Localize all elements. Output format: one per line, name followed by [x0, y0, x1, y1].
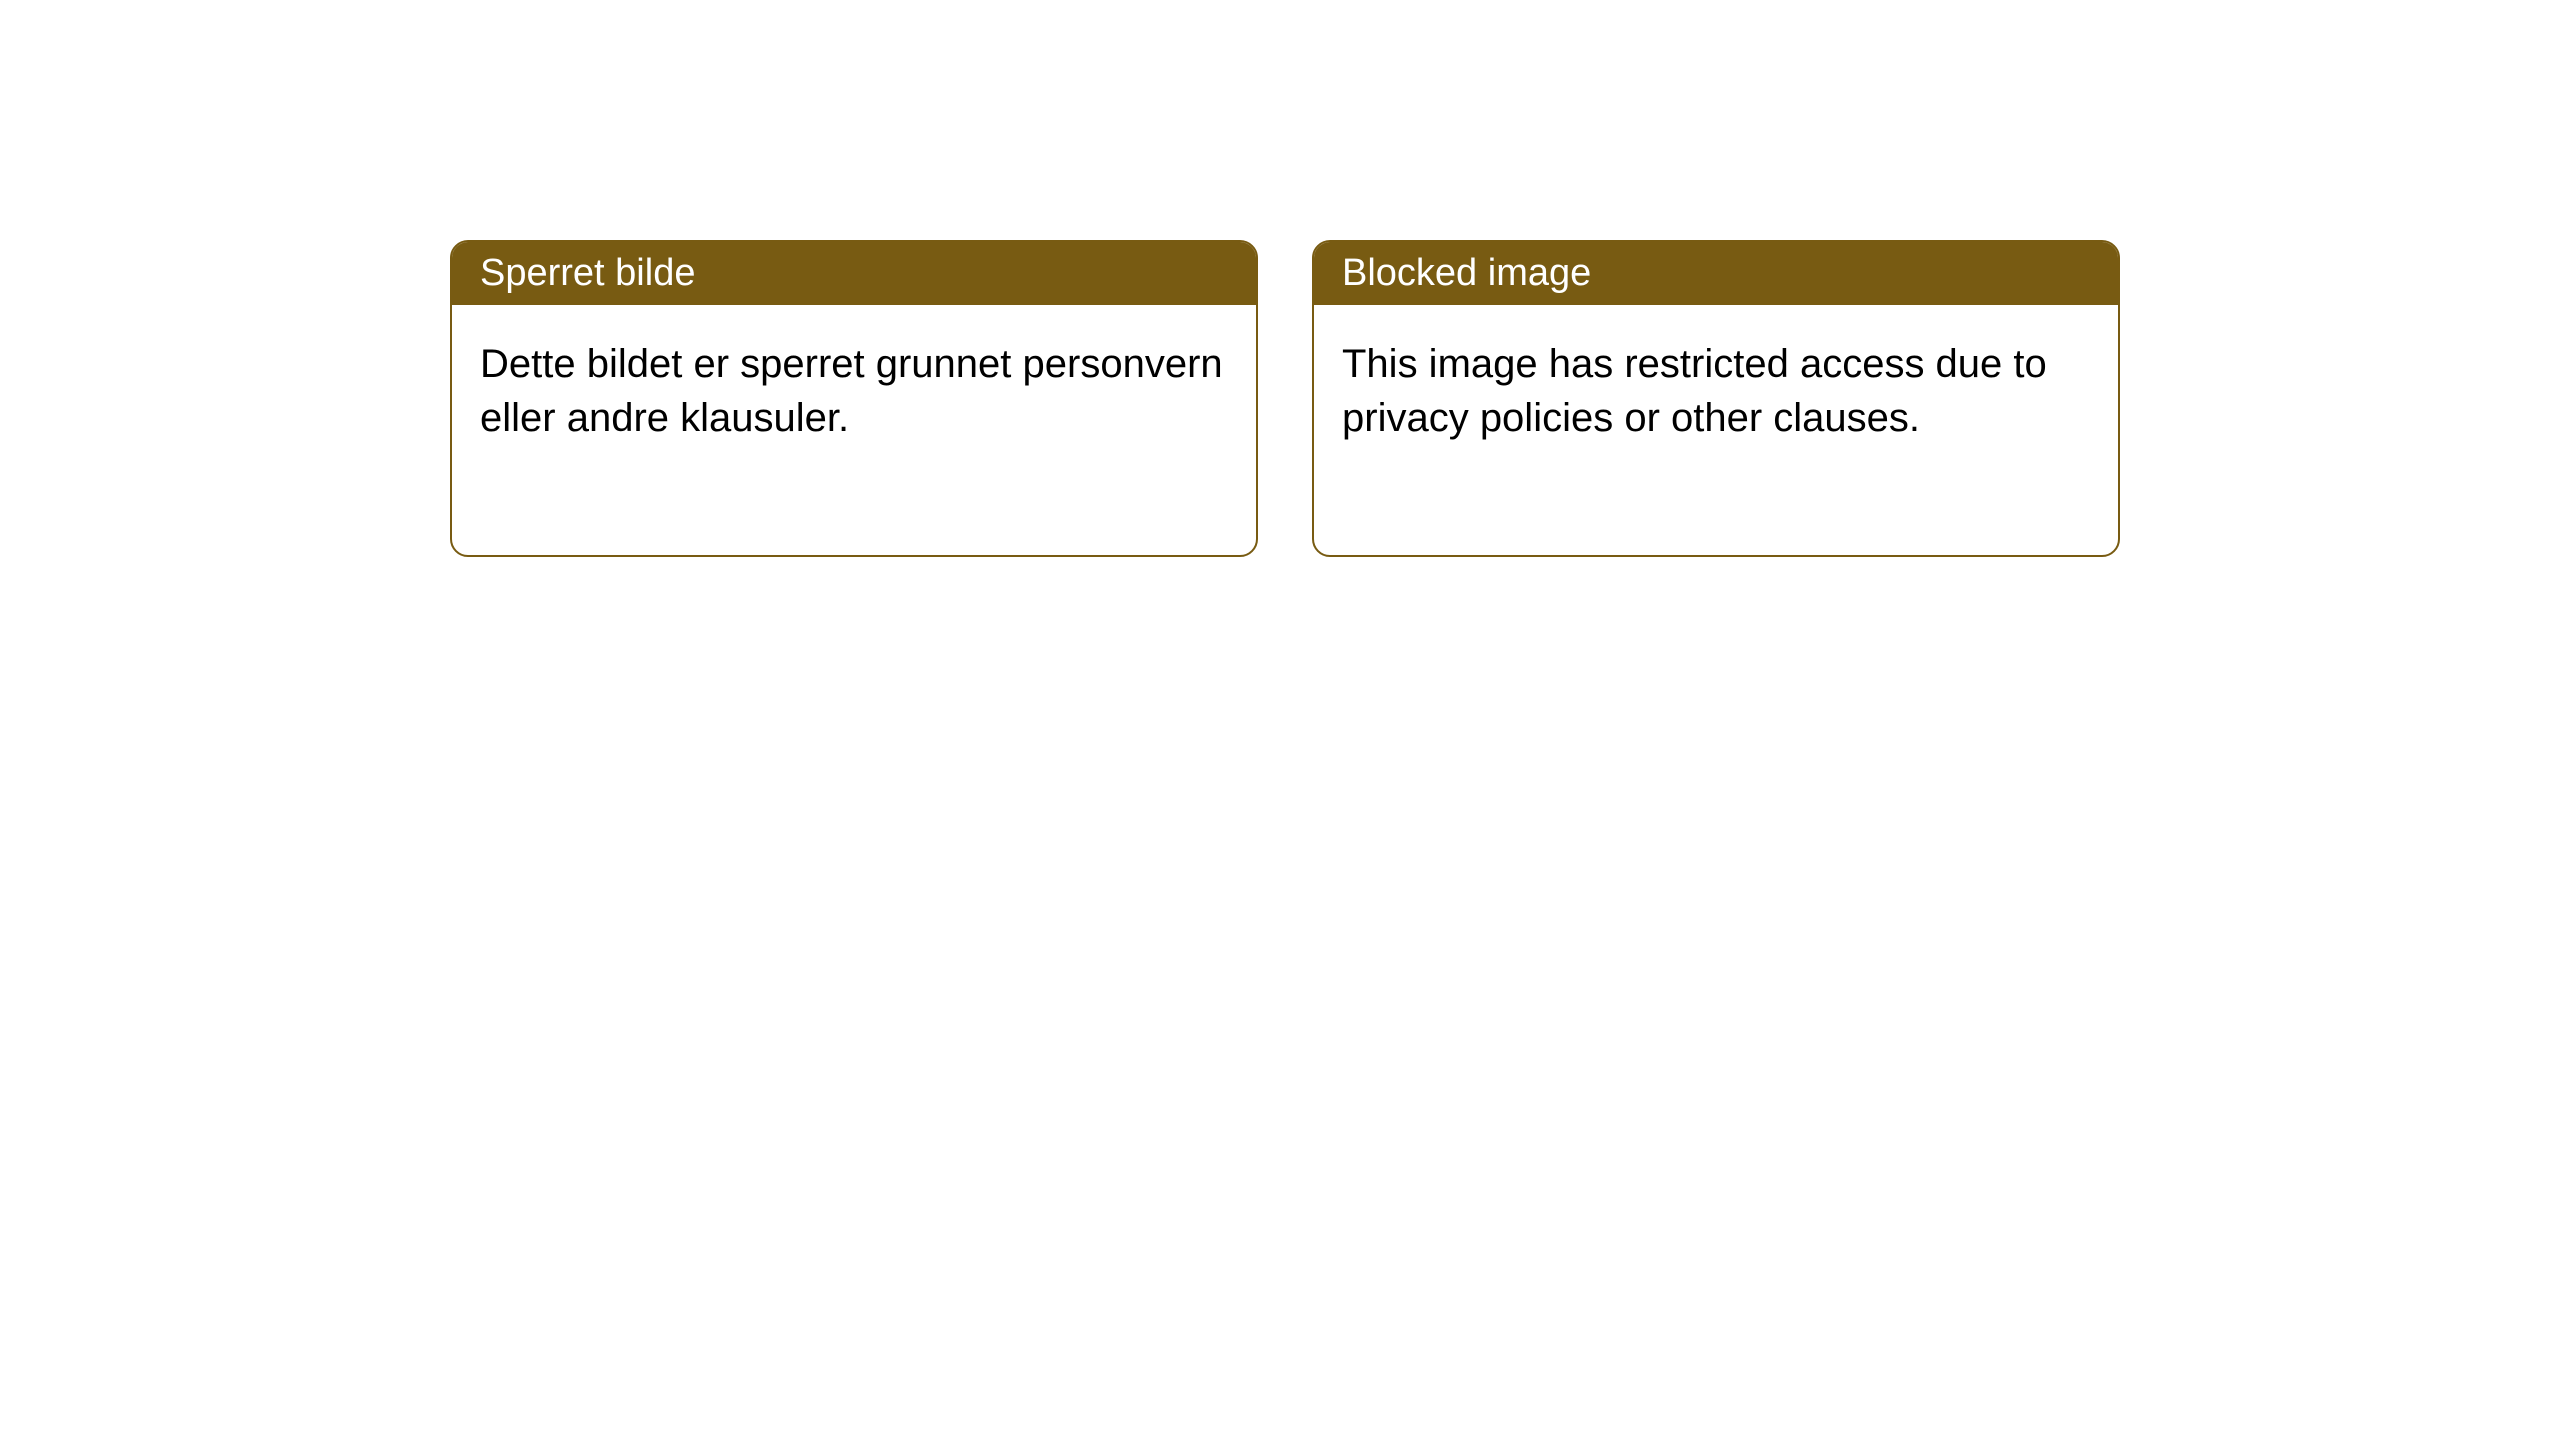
- notice-header: Sperret bilde: [452, 242, 1256, 305]
- notice-body: Dette bildet er sperret grunnet personve…: [452, 305, 1256, 555]
- notice-container: Sperret bilde Dette bildet er sperret gr…: [0, 0, 2560, 557]
- notice-card-english: Blocked image This image has restricted …: [1312, 240, 2120, 557]
- notice-body: This image has restricted access due to …: [1314, 305, 2118, 555]
- notice-header: Blocked image: [1314, 242, 2118, 305]
- notice-card-norwegian: Sperret bilde Dette bildet er sperret gr…: [450, 240, 1258, 557]
